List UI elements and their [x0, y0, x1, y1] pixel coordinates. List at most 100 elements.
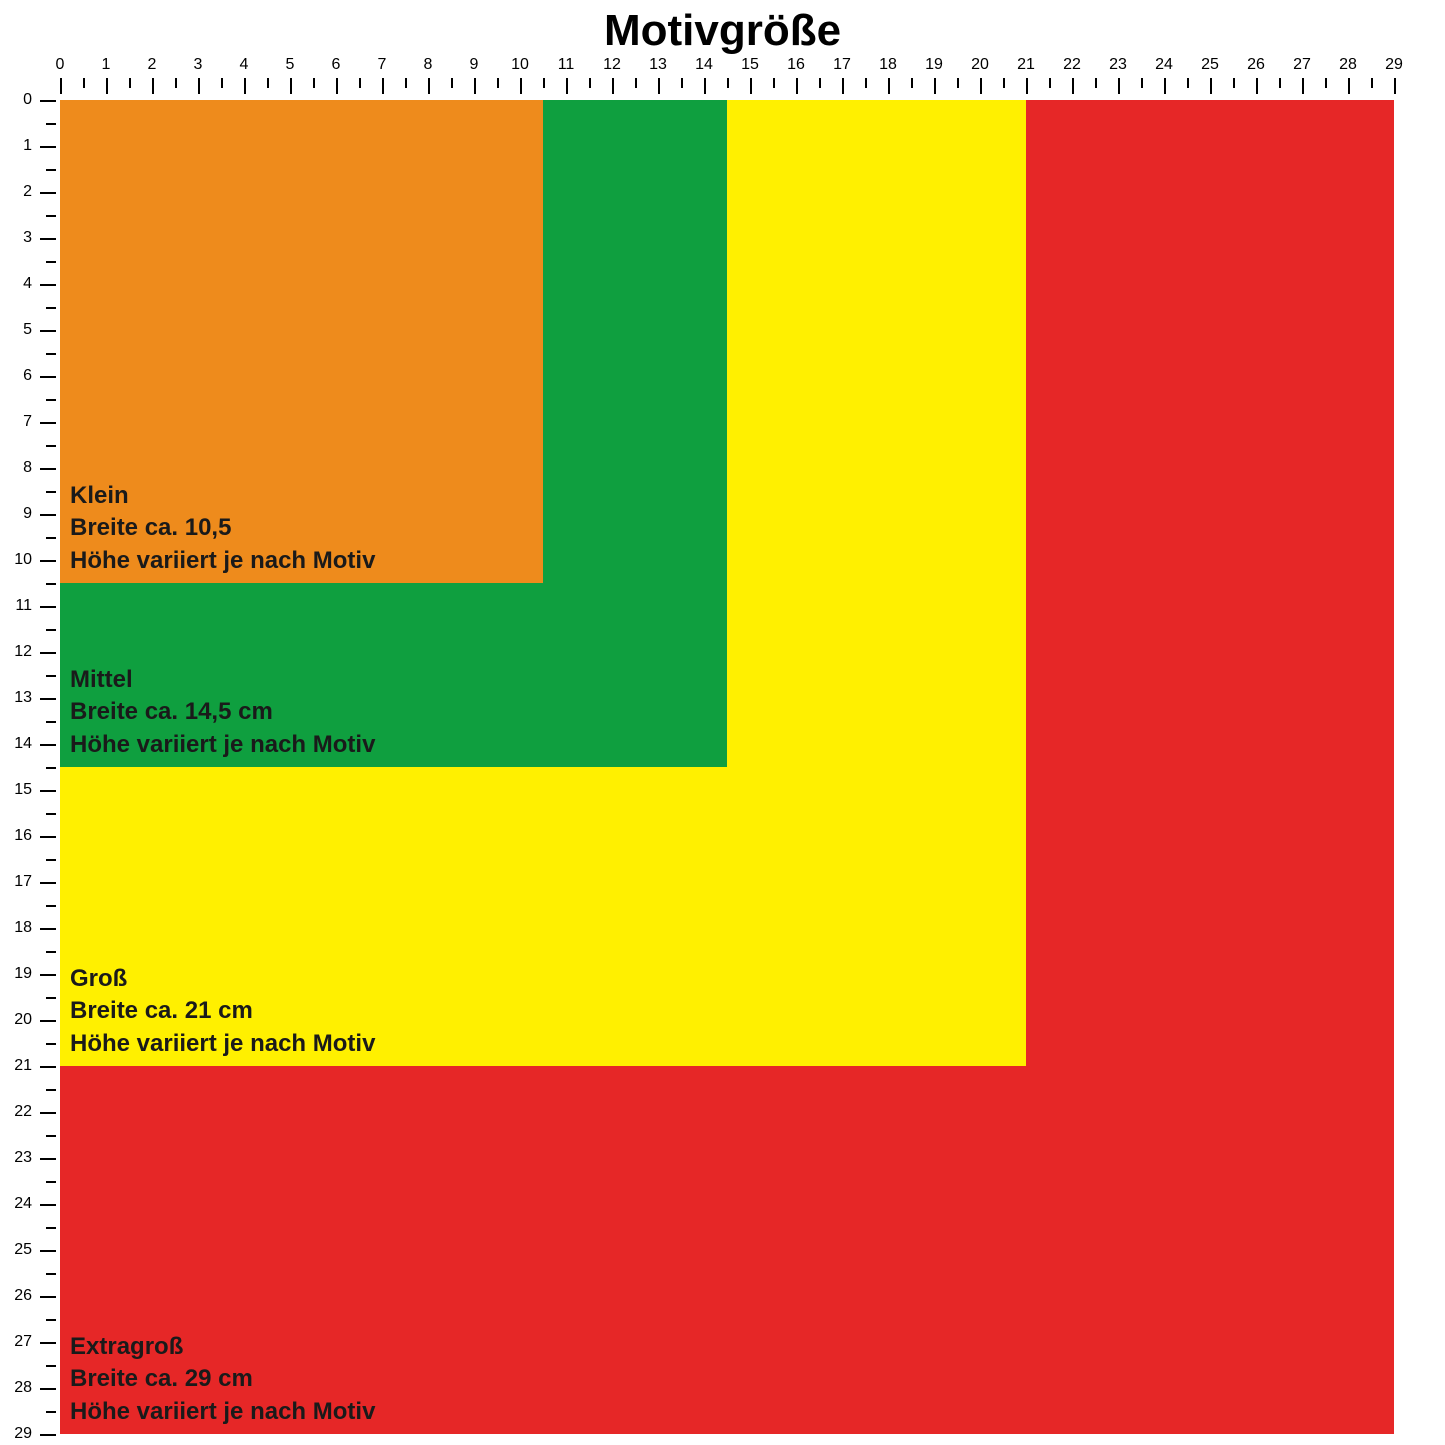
ruler-h-tick-major	[428, 78, 430, 94]
ruler-v-label: 23	[14, 1149, 32, 1167]
ruler-v-tick-minor	[46, 1135, 56, 1137]
ruler-v-tick-major	[40, 606, 56, 608]
ruler-h-label: 29	[1385, 56, 1403, 74]
ruler-h-tick-major	[1210, 78, 1212, 94]
ruler-h-label: 11	[558, 56, 575, 74]
ruler-v-tick-minor	[46, 353, 56, 355]
ruler-h-tick-major	[198, 78, 200, 94]
ruler-v-label: 8	[23, 459, 32, 477]
ruler-h-label: 19	[925, 56, 943, 74]
ruler-v-label: 4	[23, 275, 32, 293]
ruler-h-tick-minor	[1233, 78, 1235, 88]
ruler-v-label: 21	[14, 1057, 32, 1075]
size-box-label: MittelBreite ca. 14,5 cmHöhe variiert je…	[70, 664, 375, 761]
ruler-h-tick-major	[60, 78, 62, 94]
ruler-v-tick-minor	[46, 767, 56, 769]
ruler-h-tick-major	[1394, 78, 1396, 94]
ruler-h-tick-minor	[635, 78, 637, 88]
ruler-v-label: 16	[14, 827, 32, 845]
ruler-v-label: 25	[14, 1241, 32, 1259]
ruler-h-label: 14	[695, 56, 713, 74]
ruler-v-label: 18	[14, 919, 32, 937]
ruler-v-tick-minor	[46, 629, 56, 631]
ruler-v-label: 15	[14, 781, 32, 799]
ruler-h-tick-major	[658, 78, 660, 94]
ruler-v-tick-major	[40, 100, 56, 102]
ruler-v-tick-major	[40, 744, 56, 746]
size-width: Breite ca. 21 cm	[70, 995, 375, 1027]
ruler-h-label: 28	[1339, 56, 1357, 74]
ruler-h-tick-minor	[773, 78, 775, 88]
size-name: Extragroß	[70, 1331, 375, 1363]
ruler-h-label: 27	[1293, 56, 1311, 74]
ruler-v-label: 9	[23, 505, 32, 523]
ruler-h-label: 21	[1017, 56, 1035, 74]
ruler-v-tick-major	[40, 284, 56, 286]
ruler-v-tick-minor	[46, 169, 56, 171]
ruler-v-tick-minor	[46, 951, 56, 953]
ruler-h-label: 7	[378, 56, 387, 74]
ruler-h-tick-minor	[681, 78, 683, 88]
ruler-h-tick-major	[474, 78, 476, 94]
ruler-v-tick-minor	[46, 859, 56, 861]
ruler-h-tick-minor	[543, 78, 545, 88]
ruler-v-tick-major	[40, 376, 56, 378]
ruler-v-tick-minor	[46, 1319, 56, 1321]
ruler-h-tick-major	[934, 78, 936, 94]
ruler-v-label: 19	[14, 965, 32, 983]
ruler-h-tick-major	[1026, 78, 1028, 94]
ruler-v-label: 10	[14, 551, 32, 569]
ruler-h-label: 0	[56, 56, 65, 74]
ruler-v-label: 28	[14, 1379, 32, 1397]
ruler-v-tick-major	[40, 330, 56, 332]
ruler-v-label: 14	[14, 735, 32, 753]
ruler-h-tick-minor	[313, 78, 315, 88]
ruler-v-label: 1	[23, 137, 32, 155]
ruler-v-tick-major	[40, 1388, 56, 1390]
ruler-v-label: 3	[23, 229, 32, 247]
size-name: Mittel	[70, 664, 375, 696]
ruler-v-tick-minor	[46, 1273, 56, 1275]
ruler-v-label: 27	[14, 1333, 32, 1351]
ruler-h-tick-major	[1164, 78, 1166, 94]
ruler-v-tick-major	[40, 652, 56, 654]
size-box-klein: KleinBreite ca. 10,5Höhe variiert je nac…	[60, 100, 543, 583]
ruler-v-tick-major	[40, 514, 56, 516]
ruler-h-label: 10	[511, 56, 529, 74]
ruler-v-tick-major	[40, 560, 56, 562]
ruler-v-tick-major	[40, 192, 56, 194]
ruler-h-tick-minor	[1049, 78, 1051, 88]
ruler-v-tick-major	[40, 882, 56, 884]
ruler-h-tick-major	[1348, 78, 1350, 94]
ruler-h-tick-minor	[129, 78, 131, 88]
ruler-h-tick-minor	[175, 78, 177, 88]
ruler-h-tick-minor	[589, 78, 591, 88]
ruler-h-label: 1	[102, 56, 111, 74]
ruler-h-tick-major	[612, 78, 614, 94]
ruler-v-label: 26	[14, 1287, 32, 1305]
ruler-v-tick-major	[40, 1250, 56, 1252]
ruler-v-tick-minor	[46, 1411, 56, 1413]
size-height-note: Höhe variiert je nach Motiv	[70, 1396, 375, 1428]
ruler-v-tick-minor	[46, 215, 56, 217]
ruler-v-tick-minor	[46, 1181, 56, 1183]
ruler-h-label: 25	[1201, 56, 1219, 74]
ruler-h-tick-major	[152, 78, 154, 94]
ruler-h-label: 13	[649, 56, 667, 74]
ruler-h-tick-minor	[497, 78, 499, 88]
ruler-v-tick-major	[40, 1020, 56, 1022]
ruler-h-tick-minor	[727, 78, 729, 88]
ruler-v-tick-minor	[46, 905, 56, 907]
ruler-h-tick-major	[106, 78, 108, 94]
ruler-h-label: 12	[603, 56, 621, 74]
ruler-h-label: 16	[787, 56, 805, 74]
ruler-h-tick-minor	[1003, 78, 1005, 88]
ruler-v-tick-major	[40, 1158, 56, 1160]
ruler-v-tick-minor	[46, 1089, 56, 1091]
ruler-h-tick-minor	[1279, 78, 1281, 88]
ruler-h-label: 4	[240, 56, 249, 74]
ruler-v-tick-major	[40, 698, 56, 700]
ruler-h-label: 18	[879, 56, 897, 74]
ruler-h-tick-major	[704, 78, 706, 94]
page-title: Motivgröße	[0, 6, 1445, 56]
